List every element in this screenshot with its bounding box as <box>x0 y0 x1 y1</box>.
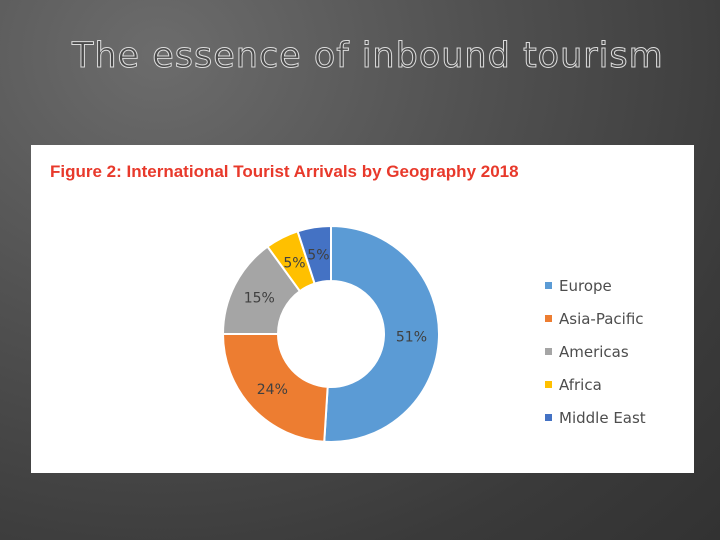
donut-slice-europe <box>323 224 440 443</box>
legend-item-europe: Europe <box>545 269 646 302</box>
legend-swatch-americas <box>545 348 552 355</box>
slide-title: The essence of inbound tourism <box>72 36 664 77</box>
data-label-africa: 5% <box>283 255 305 271</box>
data-label-middle-east: 5% <box>307 247 329 263</box>
chart-title: Figure 2: International Tourist Arrivals… <box>50 162 519 181</box>
legend-swatch-europe <box>545 282 552 289</box>
legend-swatch-middle-east <box>545 414 552 421</box>
data-label-europe: 51% <box>396 330 427 346</box>
legend-label-africa: Africa <box>559 375 602 394</box>
donut-slice-middle-east <box>296 224 332 285</box>
data-label-asia-pacific: 24% <box>257 382 288 398</box>
legend-item-americas: Americas <box>545 335 646 368</box>
legend-item-middle-east: Middle East <box>545 401 646 434</box>
legend-label-americas: Americas <box>559 342 629 361</box>
figure-panel: Figure 2: International Tourist Arrivals… <box>31 145 694 473</box>
data-label-americas: 15% <box>244 290 275 306</box>
legend-label-middle-east: Middle East <box>559 408 646 427</box>
legend-label-asia-pacific: Asia-Pacific <box>559 309 644 328</box>
legend-swatch-africa <box>545 381 552 388</box>
chart-legend: Europe Asia-Pacific Americas Africa Middle E… <box>545 269 646 434</box>
legend-item-africa: Africa <box>545 368 646 401</box>
legend-swatch-asia-pacific <box>545 315 552 322</box>
legend-item-asia-pacific: Asia-Pacific <box>545 302 646 335</box>
legend-label-europe: Europe <box>559 276 612 295</box>
donut-slice-asia-pacific <box>221 333 329 443</box>
donut-chart: 51% 24% 15% 5% 5% <box>221 224 440 443</box>
